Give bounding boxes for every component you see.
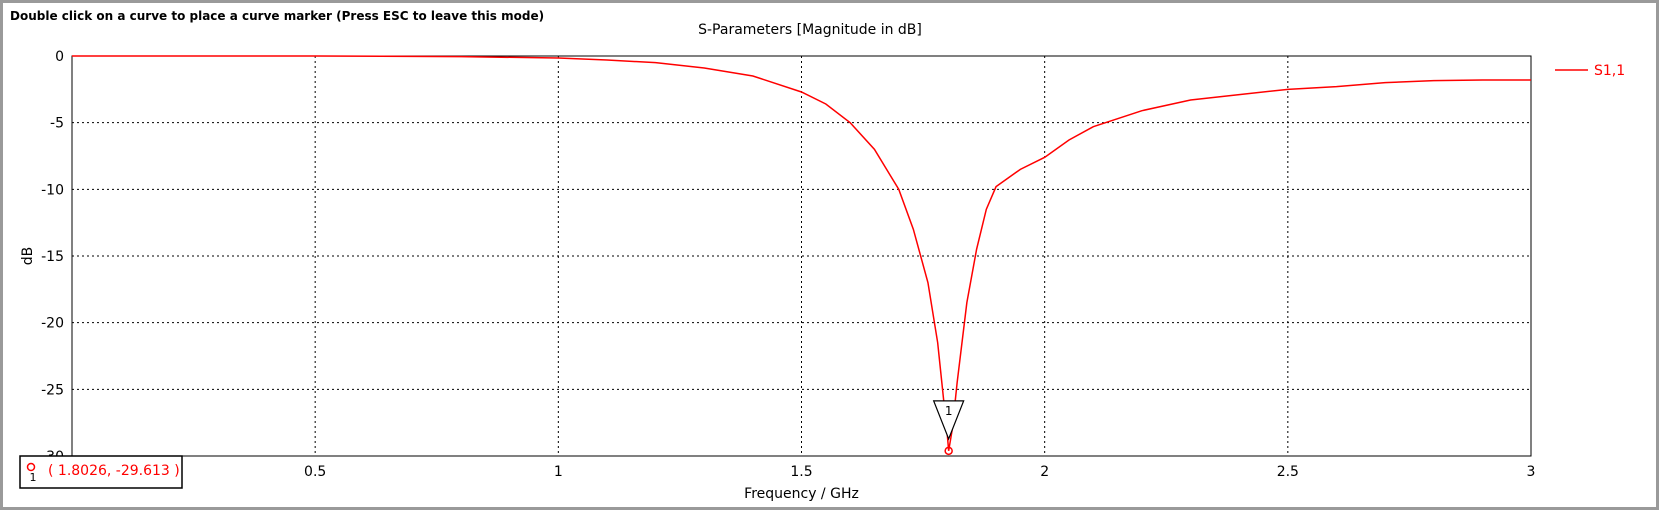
marker-readout-number: 1 <box>30 471 37 484</box>
x-axis-label: Frequency / GHz <box>744 486 859 502</box>
y-tick-label: -25 <box>41 382 64 398</box>
x-tick-label: 0.5 <box>304 464 326 480</box>
chart-title: S-Parameters [Magnitude in dB] <box>698 22 922 38</box>
curve-marker-number: 1 <box>945 404 953 418</box>
y-tick-label: -15 <box>41 249 64 265</box>
curve-marker-triangle[interactable] <box>932 400 965 441</box>
marker-readout-icon <box>26 462 36 472</box>
curve-marker-point[interactable] <box>944 446 953 456</box>
legend-label: S1,1 <box>1594 63 1625 79</box>
y-tick-label: -10 <box>41 182 64 198</box>
marker-readout-value: ( 1.8026, -29.613 ) <box>48 463 180 479</box>
marker-mode-hint: Double click on a curve to place a curve… <box>10 9 545 23</box>
y-tick-label: -20 <box>41 316 64 332</box>
x-tick-label: 2.5 <box>1277 464 1299 480</box>
x-tick-label: 3 <box>1527 464 1536 480</box>
x-tick-label: 1 <box>554 464 563 480</box>
y-axis-label: dB <box>20 247 36 266</box>
marker-readout-box <box>19 455 183 489</box>
y-tick-label: 0 <box>55 49 64 65</box>
plot-frame <box>71 55 1532 457</box>
y-tick-label: -5 <box>50 116 64 132</box>
x-tick-label: 2 <box>1040 464 1049 480</box>
x-tick-label: 1.5 <box>790 464 812 480</box>
series-line-s11[interactable] <box>72 55 1531 451</box>
